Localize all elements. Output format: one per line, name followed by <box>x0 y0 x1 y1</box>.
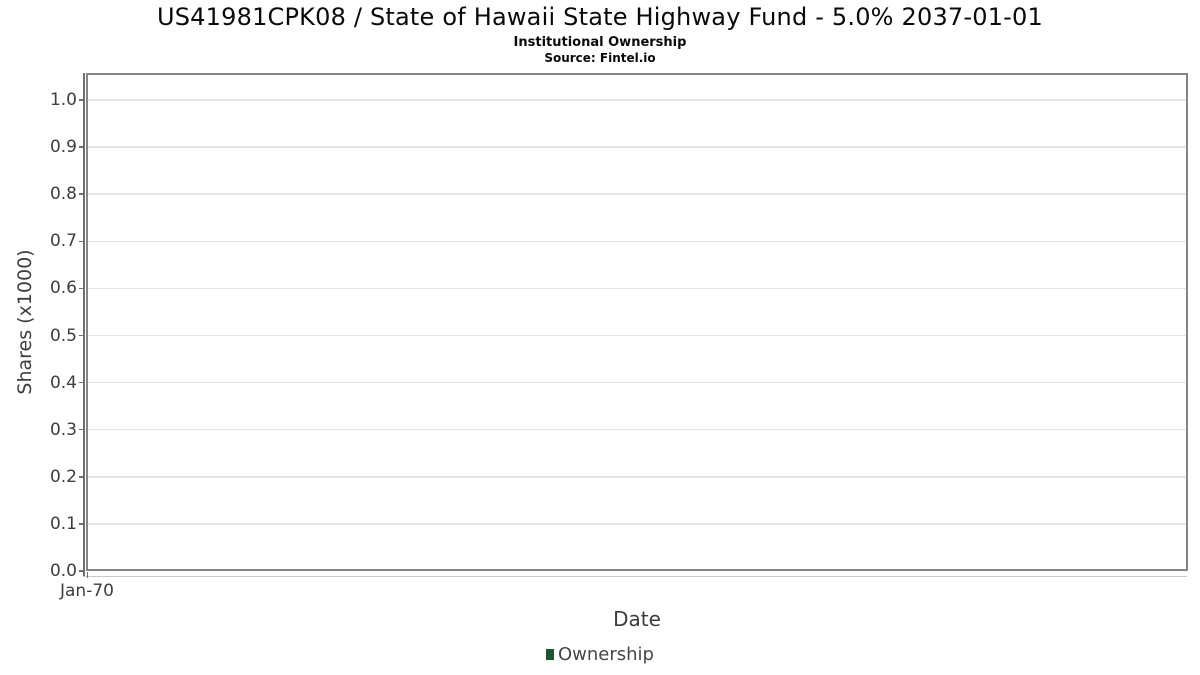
gridline <box>88 381 1186 384</box>
y-tick-label: 0.7 <box>49 231 77 252</box>
gridline <box>88 476 1186 478</box>
y-tick-mark <box>79 381 83 384</box>
gridline <box>88 334 1186 337</box>
y-tick-mark <box>79 193 83 195</box>
x-axis-line <box>83 575 1187 577</box>
y-tick-label: 0.8 <box>49 184 77 205</box>
y-tick-mark <box>79 523 83 525</box>
y-tick-mark <box>79 476 83 478</box>
legend-label: Ownership <box>558 644 654 665</box>
gridline <box>88 428 1186 431</box>
y-tick-mark <box>79 428 83 431</box>
y-tick-mark <box>79 99 83 101</box>
gridline <box>88 146 1186 148</box>
chart-subtitle: Institutional Ownership <box>513 35 687 50</box>
y-axis-title: Shares (x1000) <box>14 249 36 395</box>
y-tick-mark <box>79 570 83 572</box>
y-axis-line <box>83 73 85 577</box>
y-tick-mark <box>79 240 83 243</box>
x-axis-title: Date <box>613 607 661 631</box>
gridline <box>88 240 1186 243</box>
x-tick-mark <box>86 572 88 578</box>
y-tick-mark <box>79 146 83 148</box>
y-tick-label: 0.9 <box>49 137 77 158</box>
y-tick-label: 0.5 <box>49 325 77 346</box>
y-tick-label: 0.2 <box>49 466 77 487</box>
y-tick-label: 0.0 <box>49 561 77 581</box>
y-tick-label: 1.0 <box>49 90 77 110</box>
y-tick-label: 0.4 <box>49 372 77 393</box>
y-tick-label: 0.6 <box>49 278 77 299</box>
x-tick-label: Jan-70 <box>60 581 114 601</box>
y-tick-label: 0.3 <box>49 419 77 440</box>
chart-title: US41981CPK08 / State of Hawaii State Hig… <box>156 3 1043 31</box>
legend-swatch-icon <box>546 649 554 660</box>
gridline <box>88 193 1186 195</box>
chart-source: Source: Fintel.io <box>544 51 656 65</box>
y-tick-mark <box>79 334 83 337</box>
y-tick-label: 0.1 <box>49 513 77 534</box>
gridline <box>88 523 1186 525</box>
gridline <box>88 287 1186 290</box>
gridline <box>88 99 1186 101</box>
y-tick-mark <box>79 287 83 290</box>
legend-item-ownership: Ownership <box>546 644 654 665</box>
chart-legend: Ownership <box>0 644 1200 665</box>
plot-area <box>86 73 1188 571</box>
